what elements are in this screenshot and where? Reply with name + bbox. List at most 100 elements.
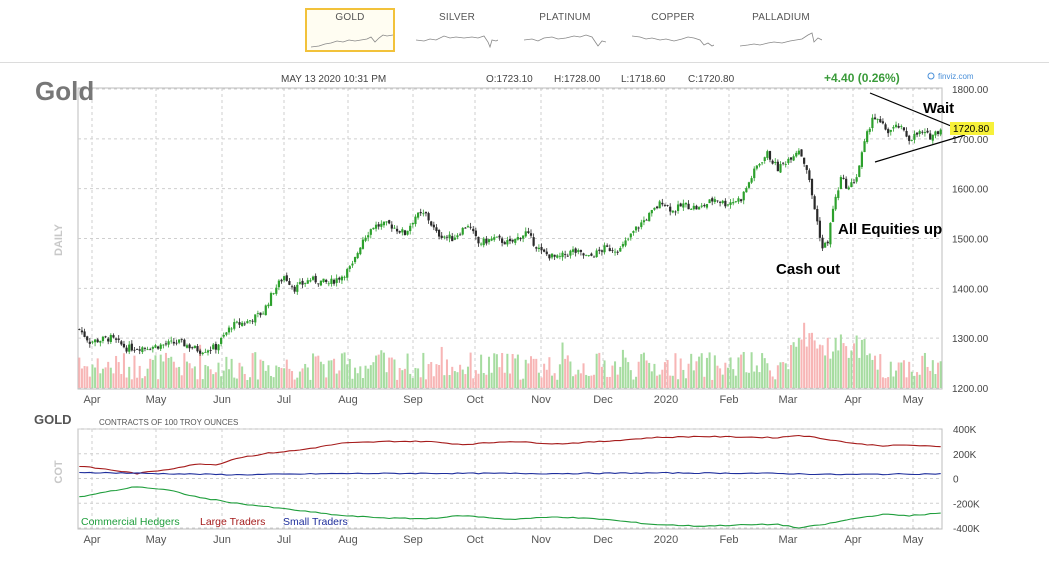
candle-body	[679, 203, 682, 207]
volume-bar	[745, 372, 748, 388]
silver-sparkline	[416, 35, 498, 48]
candle-body	[863, 141, 866, 153]
candle-body	[445, 236, 449, 238]
volume-bar	[91, 364, 94, 388]
candle-body	[401, 229, 404, 233]
volume-bar	[317, 355, 320, 388]
volume-bar	[889, 361, 892, 388]
high-value: H:1728.00	[554, 74, 601, 85]
candle-body	[653, 207, 656, 210]
volume-bar	[248, 377, 252, 388]
cot-x-tick-label: Aug	[338, 534, 358, 546]
volume-bar	[808, 333, 811, 388]
volume-bar	[306, 367, 309, 388]
volume-bar	[495, 354, 498, 388]
volume-bar	[821, 345, 824, 388]
candle-body	[692, 205, 695, 210]
volume-bar	[141, 378, 144, 388]
candle-body	[369, 229, 372, 235]
volume-bar	[264, 370, 267, 388]
volume-bar	[813, 340, 816, 388]
volume-bar	[170, 356, 173, 388]
volume-bar	[621, 349, 624, 388]
candle-body	[241, 322, 244, 327]
tab-silver[interactable]: SILVER	[412, 8, 502, 52]
volume-bar	[243, 373, 246, 388]
volume-bar	[556, 379, 559, 388]
candle-body	[477, 236, 480, 244]
candle-body	[553, 254, 556, 257]
volume-bar	[842, 343, 845, 388]
volume-bar	[361, 378, 364, 388]
volume-bar	[267, 365, 270, 388]
tab-palladium[interactable]: PALLADIUM	[736, 8, 826, 52]
volume-bar	[564, 358, 567, 388]
volume-bar	[713, 355, 716, 388]
chart-area: 1200.00 1300.00 1400.00 1500.00 1600.00 1700.…	[34, 71, 994, 546]
price-x-tick-label: May	[903, 394, 924, 406]
volume-bar	[753, 371, 756, 388]
candle-body	[248, 320, 252, 322]
candle-body	[558, 255, 561, 257]
candle-body	[353, 257, 357, 263]
candle-body	[487, 239, 491, 243]
candle-body	[582, 253, 585, 256]
candle-body	[571, 249, 575, 252]
volume-bar	[855, 335, 858, 388]
volume-bar	[503, 372, 506, 388]
candle-body	[834, 196, 837, 210]
volume-bar	[845, 346, 848, 388]
candle-body	[845, 178, 848, 189]
candle-body	[220, 337, 223, 344]
candle-body	[718, 201, 722, 203]
candle-body	[243, 323, 246, 325]
candle-body	[314, 275, 317, 283]
volume-bar	[887, 377, 890, 388]
tab-copper[interactable]: COPPER	[628, 8, 718, 52]
volume-bar	[440, 346, 443, 388]
cot-tick-label: 0	[953, 475, 959, 486]
candle-body	[206, 350, 210, 353]
volume-bar	[314, 356, 317, 388]
volume-bar	[627, 362, 630, 388]
volume-bar	[750, 352, 753, 388]
candle-body	[409, 225, 412, 232]
candle-body	[779, 164, 782, 173]
candle-body	[238, 322, 241, 325]
volume-bar	[477, 373, 480, 388]
candle-body	[83, 331, 86, 337]
candle-body	[540, 247, 543, 251]
volume-bar	[921, 355, 924, 388]
candle-body	[676, 204, 680, 211]
volume-bar	[545, 369, 548, 388]
volume-bar	[101, 368, 104, 388]
tab-gold[interactable]: GOLD	[305, 8, 395, 52]
volume-bar	[474, 370, 477, 388]
volume-bar	[432, 376, 435, 388]
volume-bar	[157, 379, 160, 388]
volume-bar	[498, 367, 501, 388]
candle-body	[143, 348, 147, 349]
volume-bar	[333, 358, 336, 388]
candle-body	[380, 223, 383, 227]
candle-body	[109, 334, 112, 342]
volume-bar	[805, 346, 808, 388]
candle-body	[918, 131, 921, 134]
volume-bar	[640, 354, 643, 388]
candle-body	[852, 182, 856, 184]
volume-bar	[690, 353, 693, 388]
tab-platinum[interactable]: PLATINUM	[520, 8, 610, 52]
candle-body	[839, 177, 842, 189]
candle-body	[745, 188, 748, 193]
price-x-tick-label: Apr	[83, 394, 100, 406]
volume-bar	[275, 365, 278, 388]
volume-bar	[939, 361, 942, 388]
candle-body	[298, 282, 302, 284]
candle-body	[761, 162, 764, 164]
volume-bar	[892, 376, 895, 388]
candle-body	[613, 251, 617, 253]
volume-bar	[151, 359, 154, 388]
candle-body	[671, 210, 674, 213]
candle-body	[579, 250, 583, 252]
volume-bar	[569, 361, 572, 388]
